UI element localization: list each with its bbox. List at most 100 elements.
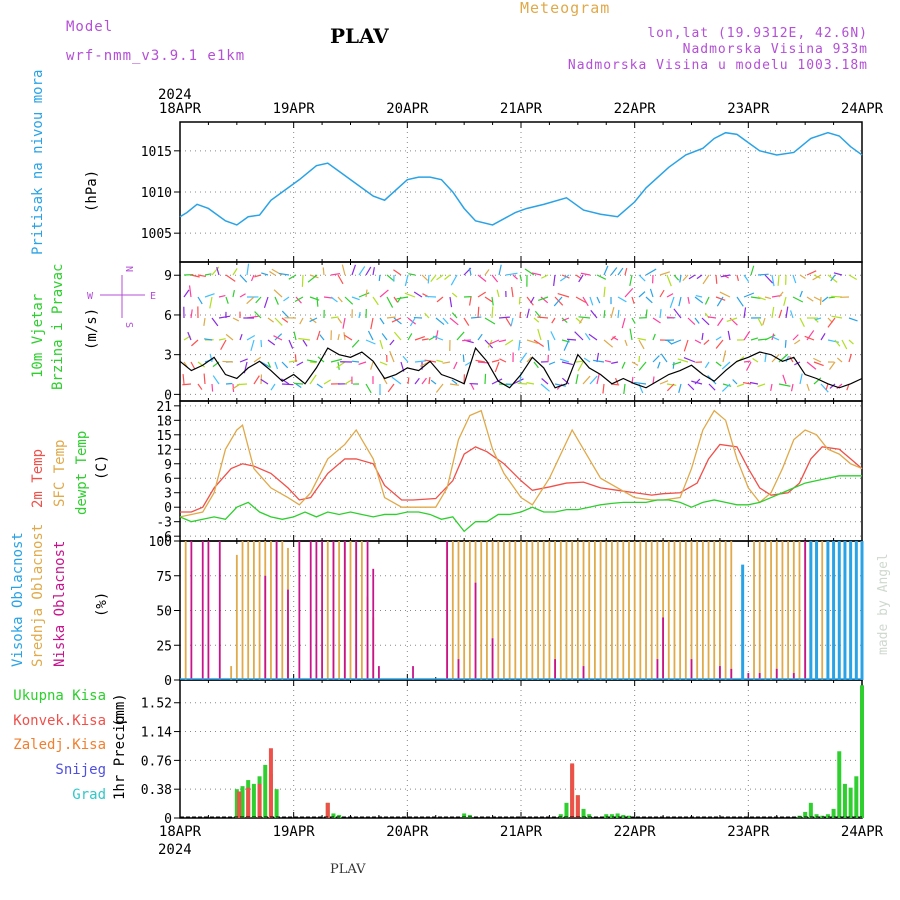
wind-arrow bbox=[604, 359, 612, 363]
wind-arrow bbox=[379, 289, 389, 298]
cloud-bar bbox=[508, 541, 511, 680]
wind-arrow bbox=[702, 274, 710, 285]
wind-arrow bbox=[187, 331, 192, 341]
wind-arrow bbox=[645, 268, 657, 276]
wind-arrow bbox=[715, 296, 726, 301]
wind-arrow bbox=[582, 296, 589, 307]
wind-arrow bbox=[250, 339, 255, 352]
wind-arrow bbox=[281, 317, 289, 323]
wind-arrow bbox=[306, 359, 318, 363]
wind-arrow bbox=[316, 330, 321, 341]
cloud-bar bbox=[486, 541, 488, 680]
wind-arrow bbox=[407, 317, 417, 325]
wind-arrow bbox=[825, 383, 829, 390]
cloud-bar bbox=[628, 541, 630, 680]
wind-arrow bbox=[273, 289, 283, 298]
x-tick-label-bottom: 21APR bbox=[500, 824, 543, 840]
y-tick-label: 75 bbox=[156, 570, 172, 585]
wind-arrow bbox=[316, 296, 319, 307]
wind-arrow bbox=[617, 296, 627, 303]
wind-arrow bbox=[729, 317, 738, 326]
wind-arrow bbox=[491, 306, 494, 319]
wind-arrow bbox=[470, 316, 482, 319]
wind-arrow bbox=[267, 361, 272, 368]
wind-arrow bbox=[679, 274, 682, 283]
x-tick-label-bottom: 18APR bbox=[159, 824, 202, 840]
wind-arrow bbox=[209, 353, 213, 363]
wind-arrow bbox=[652, 355, 660, 363]
wind-arrow bbox=[782, 374, 787, 385]
wind-arrow bbox=[274, 361, 279, 370]
altitude-info: Nadmorska Visina 933m bbox=[682, 42, 868, 57]
cloud-bar bbox=[531, 541, 534, 680]
wind-arrow bbox=[261, 272, 269, 276]
cloud-bar bbox=[287, 589, 289, 680]
wind-arrow bbox=[745, 361, 752, 371]
wind-speed-line bbox=[179, 346, 863, 389]
wind-arrow bbox=[602, 383, 605, 394]
wind-arrow bbox=[453, 361, 458, 370]
model-name: wrf-nmm_v3.9.1 e1km bbox=[66, 48, 246, 64]
cloud-bar bbox=[775, 541, 778, 680]
wind-arrow bbox=[337, 317, 343, 324]
wind-arrow bbox=[736, 296, 744, 307]
x-tick-label-top: 20APR bbox=[386, 101, 429, 117]
wind-arrow bbox=[294, 296, 304, 303]
cloud-bar bbox=[764, 541, 767, 680]
wind-arrow bbox=[462, 339, 472, 342]
wind-arrow bbox=[750, 265, 755, 276]
wind-arrow bbox=[694, 339, 702, 344]
wind-arrow bbox=[666, 316, 675, 319]
wind-arrow bbox=[672, 361, 682, 366]
cloud-bar bbox=[792, 541, 795, 680]
wind-arrow bbox=[806, 296, 814, 302]
wind-arrow bbox=[812, 274, 822, 281]
wind-arrow bbox=[222, 360, 234, 363]
wind-arrow bbox=[309, 374, 317, 385]
wind-arrow bbox=[379, 317, 385, 325]
wind-arrow bbox=[541, 274, 549, 279]
wind-arrow bbox=[491, 296, 494, 306]
wind-arrow bbox=[848, 339, 854, 345]
cloud-bar bbox=[264, 575, 267, 680]
wind-arrow bbox=[414, 335, 425, 341]
y-tick-label: 3 bbox=[164, 487, 172, 502]
wind-arrow bbox=[583, 357, 591, 363]
wind-arrow bbox=[370, 361, 374, 370]
wind-arrow bbox=[382, 377, 388, 385]
wind-arrow bbox=[330, 273, 341, 276]
cloud-bar bbox=[639, 541, 642, 680]
wind-arrow bbox=[278, 272, 290, 276]
wind-arrow bbox=[743, 307, 747, 319]
wind-arrow bbox=[799, 274, 806, 279]
y-tick-label: 100 bbox=[149, 535, 172, 550]
y-tick-label: 0 bbox=[164, 812, 172, 827]
wind-arrow bbox=[386, 296, 394, 308]
cloud-bar bbox=[662, 617, 664, 680]
wind-arrow bbox=[267, 339, 276, 346]
wind-arrow bbox=[393, 317, 402, 325]
wind-arrow bbox=[742, 381, 752, 385]
wind-arrow bbox=[456, 331, 465, 341]
wind-arrow bbox=[804, 335, 815, 341]
wind-arrow bbox=[505, 317, 512, 327]
precip-legend-1: Konvek.Kisa bbox=[13, 713, 106, 729]
wind-arrow bbox=[813, 296, 822, 302]
wind-arrow bbox=[575, 374, 579, 385]
wind-arrow bbox=[342, 317, 346, 329]
cloud-bar bbox=[514, 541, 517, 680]
precip-bar bbox=[237, 791, 242, 818]
wind-arrow bbox=[475, 359, 486, 363]
wind-arrow bbox=[337, 334, 340, 341]
wind-arrow bbox=[771, 336, 780, 341]
wind-arrow bbox=[623, 383, 626, 394]
cloud-bar bbox=[252, 541, 255, 680]
wind-arrow bbox=[451, 379, 458, 385]
wind-arrow bbox=[197, 361, 206, 368]
cloud-bar bbox=[815, 541, 819, 680]
wind-arrow bbox=[530, 296, 535, 304]
wind-arrow bbox=[799, 317, 805, 328]
wind-arrow bbox=[743, 292, 755, 298]
precip-bar bbox=[587, 814, 592, 818]
